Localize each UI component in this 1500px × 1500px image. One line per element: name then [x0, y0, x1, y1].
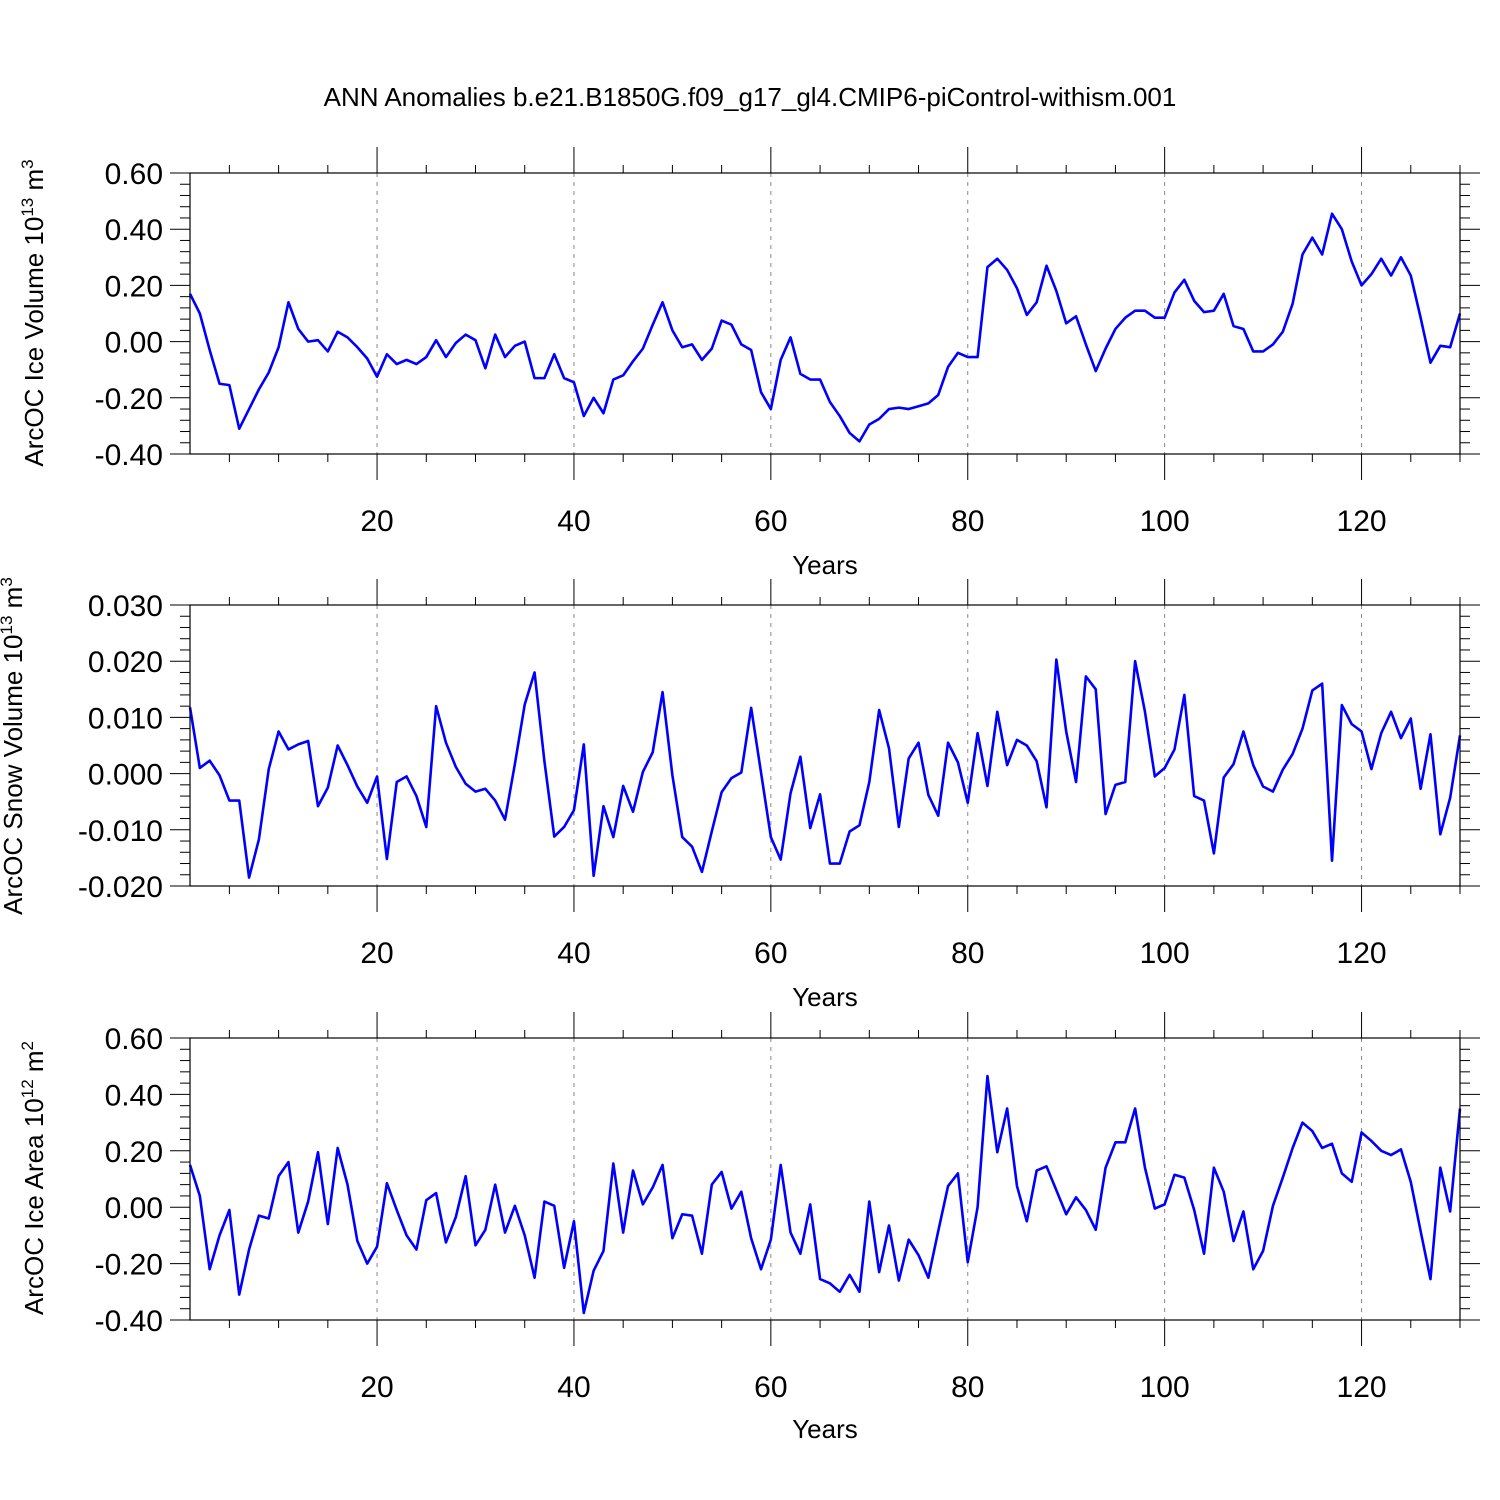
plot-frame [189, 172, 1461, 455]
x-tick-label: 60 [754, 1371, 787, 1404]
x-tick-label: 60 [754, 937, 787, 970]
x-tick-label: 40 [557, 1371, 590, 1404]
x-tick-label: 40 [557, 505, 590, 538]
x-axis-label: Years [792, 550, 858, 580]
y-tick-label: 0.000 [88, 759, 163, 792]
y-axis-label: ArcOC Ice Area 1012 m2 [18, 1041, 49, 1315]
x-tick-label: 100 [1140, 1371, 1190, 1404]
x-tick-label: 120 [1337, 937, 1387, 970]
y-tick-label: 0.00 [105, 1192, 163, 1225]
y-tick-label: 0.40 [105, 214, 163, 247]
x-tick-label: 100 [1140, 937, 1190, 970]
panel-snow-volume: ArcOC Snow Volume 1013 m3 Years 20 40 60 80… [0, 577, 1480, 1012]
y-tick-label: 0.20 [105, 1136, 163, 1169]
x-tick-label: 80 [951, 937, 984, 970]
y-tick-label: -0.20 [95, 383, 163, 416]
y-tick-label: 0.60 [105, 1023, 163, 1056]
series-line [188, 212, 1462, 443]
y-tick-label: 0.010 [88, 702, 163, 735]
y-tick-label: 0.030 [88, 590, 163, 623]
y-tick-label: -0.020 [78, 871, 163, 904]
y-tick-label: 0.40 [105, 1079, 163, 1112]
x-tick-label: 80 [951, 505, 984, 538]
y-tick-label: 0.00 [105, 327, 163, 360]
x-tick-label: 20 [360, 505, 393, 538]
x-axis-label: Years [792, 982, 858, 1012]
x-tick-label: 20 [360, 1371, 393, 1404]
y-axis-label: ArcOC Ice Volume 1013 m3 [18, 159, 49, 466]
plot-frame [189, 604, 1461, 887]
x-tick-label: 60 [754, 505, 787, 538]
x-tick-label: 100 [1140, 505, 1190, 538]
y-tick-label: -0.010 [78, 815, 163, 848]
y-axis-label: ArcOC Snow Volume 1013 m3 [0, 577, 28, 915]
x-tick-label: 40 [557, 937, 590, 970]
x-axis-label: Years [792, 1414, 858, 1444]
x-tick-label: 80 [951, 1371, 984, 1404]
y-tick-label: 0.020 [88, 646, 163, 679]
series-line [188, 658, 1462, 879]
series-line [188, 1074, 1462, 1315]
y-tick-label: 0.20 [105, 270, 163, 303]
panel-ice-area: ArcOC Ice Area 1012 m2 Years 20 40 60 80 100… [18, 1012, 1480, 1444]
y-tick-label: 0.60 [105, 158, 163, 191]
chart-title: ANN Anomalies b.e21.B1850G.f09_g17_gl4.C… [324, 82, 1177, 112]
x-tick-label: 120 [1337, 1371, 1387, 1404]
x-tick-label: 20 [360, 937, 393, 970]
panel-ice-volume: ArcOC Ice Volume 1013 m3 Years 20 40 60 80 1… [18, 147, 1480, 580]
y-tick-label: -0.40 [95, 1305, 163, 1338]
y-tick-label: -0.20 [95, 1249, 163, 1282]
plot-frame [189, 1037, 1461, 1321]
x-tick-label: 120 [1337, 505, 1387, 538]
y-tick-label: -0.40 [95, 439, 163, 472]
